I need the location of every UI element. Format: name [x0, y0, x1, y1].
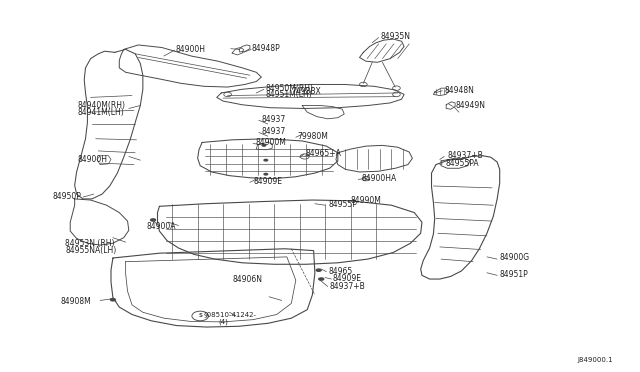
Text: 84965+A: 84965+A: [306, 149, 342, 158]
Text: S: S: [198, 314, 202, 318]
Text: §08510-41242-: §08510-41242-: [204, 311, 257, 317]
Text: 84955PA: 84955PA: [445, 158, 479, 168]
Text: 84948N: 84948N: [444, 86, 474, 94]
Text: 84937: 84937: [261, 115, 285, 124]
Text: 84950P: 84950P: [52, 192, 81, 201]
Text: 84900A: 84900A: [147, 222, 176, 231]
Text: 84953N (RH): 84953N (RH): [65, 239, 115, 248]
Text: 84955NA(LH): 84955NA(LH): [65, 246, 116, 255]
Text: 84937+B: 84937+B: [447, 151, 483, 160]
Text: 84948P: 84948P: [252, 44, 280, 53]
Text: 79980M: 79980M: [298, 132, 328, 141]
Circle shape: [109, 298, 116, 302]
Text: 84937+B: 84937+B: [330, 282, 365, 291]
Text: 84909E: 84909E: [253, 177, 282, 186]
Text: 84940M(RH): 84940M(RH): [78, 101, 126, 110]
Text: 84937: 84937: [261, 127, 285, 136]
Text: 84950M(RH): 84950M(RH): [266, 84, 314, 93]
Text: (4): (4): [218, 319, 228, 325]
Text: 84908M: 84908M: [61, 297, 92, 306]
Text: 84900HA: 84900HA: [362, 174, 397, 183]
Text: 84906N: 84906N: [233, 275, 262, 283]
Text: J849000.1: J849000.1: [577, 356, 613, 363]
Text: 84900H: 84900H: [175, 45, 205, 54]
Circle shape: [263, 159, 268, 161]
Text: 84949N: 84949N: [455, 101, 485, 110]
Circle shape: [316, 268, 322, 272]
Text: 84941M(LH): 84941M(LH): [78, 108, 125, 117]
Text: 84900G: 84900G: [500, 253, 530, 263]
Circle shape: [318, 277, 324, 281]
Text: 7498BX: 7498BX: [291, 87, 321, 96]
Text: 84909E: 84909E: [333, 274, 362, 283]
Text: 84935N: 84935N: [381, 32, 410, 41]
Text: 84900M: 84900M: [255, 138, 286, 147]
Text: 84990M: 84990M: [351, 196, 381, 205]
Text: 84951P: 84951P: [500, 270, 529, 279]
Text: 84951M(LH): 84951M(LH): [266, 90, 312, 99]
Circle shape: [263, 173, 268, 176]
Circle shape: [150, 218, 156, 222]
Text: 84955P: 84955P: [328, 200, 357, 209]
Text: 84900H: 84900H: [78, 155, 108, 164]
Circle shape: [261, 144, 266, 147]
Text: 84965: 84965: [328, 267, 353, 276]
